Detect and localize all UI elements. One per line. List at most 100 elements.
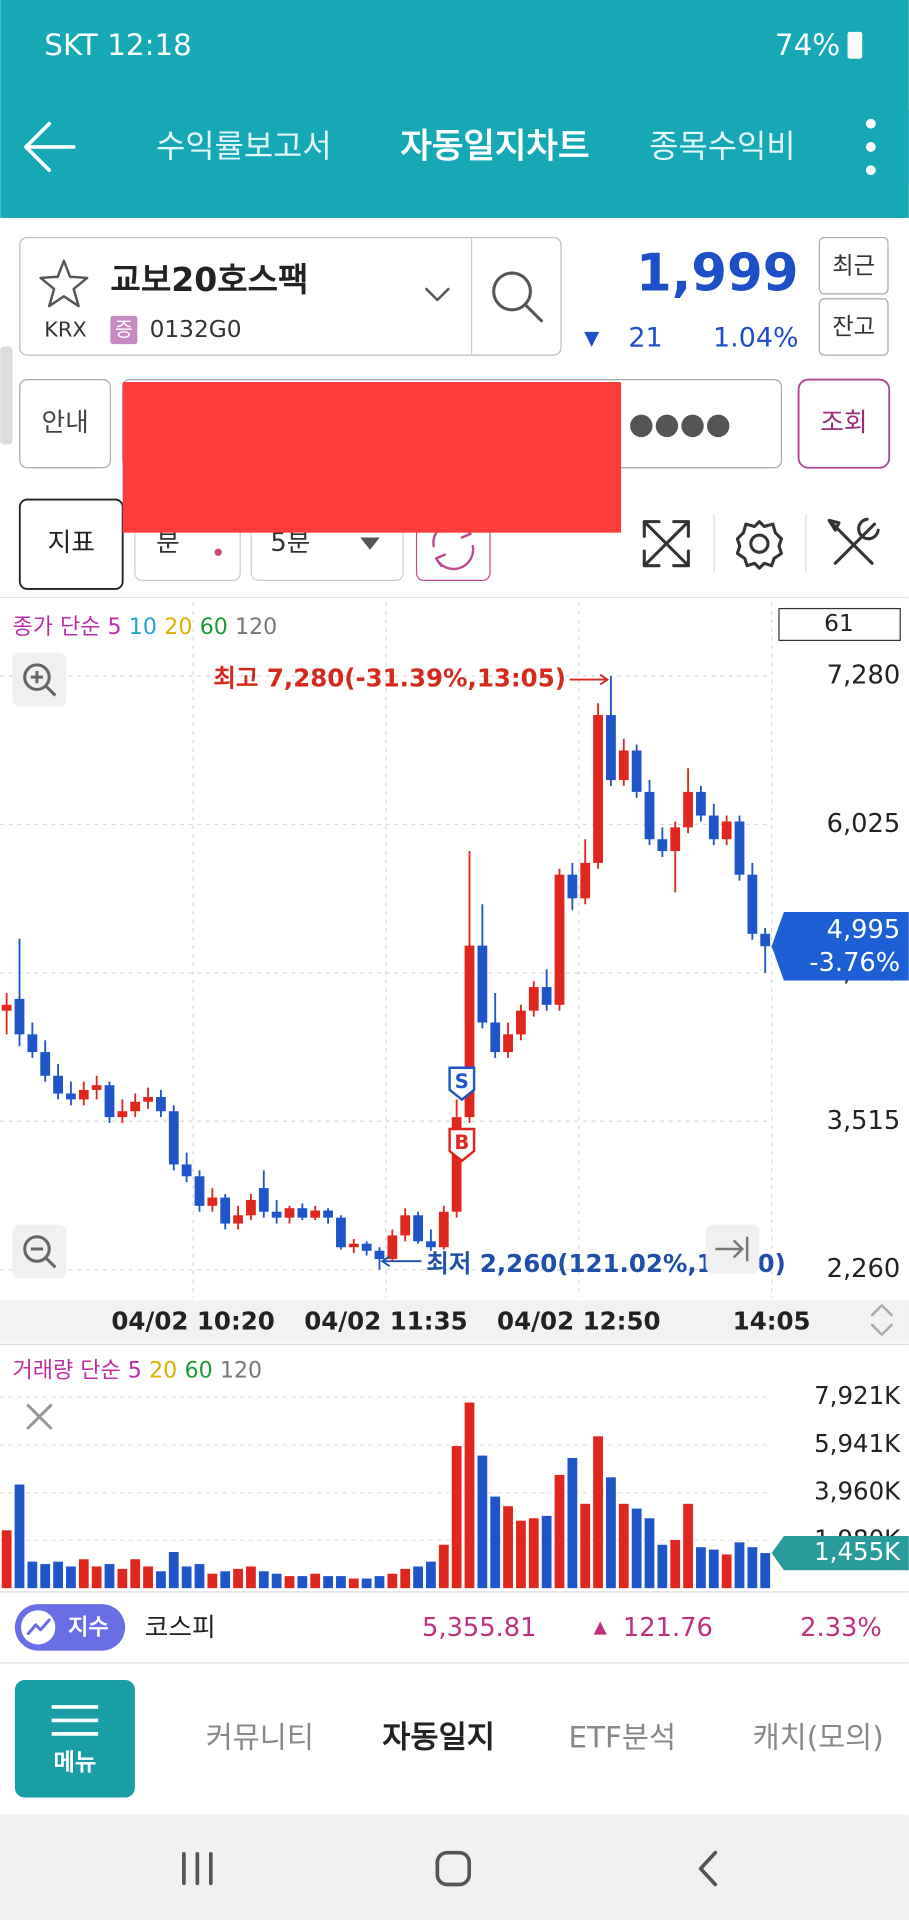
- volume-bar: [194, 1564, 205, 1589]
- candle-body: [14, 998, 25, 1035]
- x-axis-band: [0, 1300, 909, 1344]
- candle-body: [426, 1241, 436, 1248]
- volume-bar: [14, 1484, 25, 1589]
- search-button[interactable]: [797, 378, 891, 469]
- candle-body: [181, 1164, 192, 1177]
- legend-item: 거래량 단순 5: [12, 1358, 141, 1383]
- button-label: 잔고: [832, 314, 875, 341]
- annotation-arrow: [380, 1255, 422, 1267]
- candle-body: [207, 1197, 218, 1206]
- volume-bar: [1, 1530, 12, 1589]
- candle-body: [271, 1211, 282, 1218]
- nav-tab[interactable]: 커뮤니티: [206, 1720, 314, 1754]
- battery-icon: [847, 31, 863, 59]
- candle-body: [593, 715, 603, 863]
- select-label: 분: [156, 528, 180, 558]
- search-icon[interactable]: [492, 271, 543, 323]
- candle-body: [246, 1199, 256, 1216]
- volume-bar: [580, 1503, 591, 1589]
- menu-button[interactable]: [14, 1680, 135, 1798]
- signal-label: B: [454, 1131, 469, 1154]
- candle-body: [516, 1010, 526, 1035]
- volume-bar: [567, 1458, 578, 1589]
- dropdown-icon[interactable]: [425, 287, 450, 302]
- button-label: 조회: [820, 408, 867, 438]
- candle-body: [464, 945, 475, 1118]
- signal-marker: [448, 1127, 476, 1163]
- favorite-star[interactable]: [39, 259, 89, 308]
- volume-bar: [143, 1566, 153, 1589]
- volume-bar: [168, 1552, 179, 1589]
- zoom-icon: [23, 1235, 51, 1263]
- recent-button[interactable]: [818, 236, 889, 295]
- nav-tab-active[interactable]: 자동일지: [382, 1720, 495, 1755]
- balance-button[interactable]: [818, 298, 889, 356]
- settings-button[interactable]: [735, 520, 783, 570]
- volume-bar: [66, 1566, 76, 1589]
- close-icon[interactable]: [26, 1403, 53, 1431]
- legend-item: 60: [185, 1358, 213, 1383]
- candle-body: [567, 874, 578, 899]
- volume-bar: [91, 1566, 102, 1589]
- candle-body: [284, 1208, 295, 1218]
- count-box: [778, 607, 901, 642]
- expand-button[interactable]: [642, 520, 690, 568]
- y-tick-label: 3,515: [827, 1106, 901, 1136]
- volume-bar: [348, 1578, 359, 1589]
- volume-bar: [117, 1568, 128, 1589]
- guide-button[interactable]: [19, 378, 112, 469]
- volume-bar: [438, 1544, 449, 1589]
- more-button[interactable]: [865, 118, 876, 176]
- candle-body: [374, 1250, 385, 1260]
- candle-body: [503, 1034, 513, 1053]
- candle-body: [606, 715, 616, 781]
- system-buttons[interactable]: [182, 1850, 718, 1887]
- candle-body: [143, 1097, 153, 1102]
- stock-box[interactable]: [19, 236, 562, 356]
- volume-bar: [464, 1402, 475, 1589]
- candle-body: [40, 1052, 51, 1076]
- index-rate: 2.33%: [800, 1613, 882, 1643]
- candle-body: [258, 1188, 269, 1212]
- candle-body: [27, 1034, 38, 1053]
- volume-bar: [413, 1566, 423, 1589]
- volume-bar: [27, 1561, 38, 1589]
- candle-body: [657, 839, 668, 852]
- candle-body: [348, 1243, 359, 1248]
- annotation-arrow: [569, 673, 610, 686]
- volume-bar: [246, 1566, 256, 1589]
- tab-active[interactable]: 자동일지차트: [400, 127, 589, 167]
- bottom-nav: [0, 1662, 909, 1815]
- button-label: 안내: [41, 408, 88, 438]
- nav-tab[interactable]: ETF분석: [569, 1720, 676, 1754]
- candle-body: [618, 750, 629, 781]
- candle-body: [438, 1211, 449, 1248]
- tools-button[interactable]: [827, 517, 880, 565]
- candle-body: [734, 821, 745, 875]
- indicator-button[interactable]: [18, 498, 124, 590]
- price: 1,999: [636, 244, 799, 304]
- index-name: 코스피: [145, 1613, 216, 1643]
- side-handle[interactable]: [0, 346, 13, 445]
- tab[interactable]: 수익률보고서: [156, 127, 332, 165]
- candle-body: [413, 1215, 423, 1242]
- last-price-tag: [771, 911, 909, 981]
- index-value: 5,355.81: [422, 1613, 536, 1643]
- tab[interactable]: 종목수익비: [649, 127, 795, 165]
- menu-icon: [51, 1705, 99, 1736]
- zoom-button[interactable]: [12, 1224, 67, 1279]
- volume-bar: [657, 1544, 668, 1589]
- volume-bar: [528, 1518, 539, 1589]
- index-arrow: ▲: [594, 1617, 608, 1637]
- stock-code: 0132G0: [150, 316, 242, 343]
- candle-body: [387, 1235, 398, 1260]
- candle-body: [361, 1243, 372, 1251]
- back-button[interactable]: [24, 121, 76, 173]
- zoom-button[interactable]: [12, 652, 67, 707]
- nav-tab[interactable]: 캐치(모의): [753, 1720, 884, 1754]
- legend-item: 120: [220, 1358, 262, 1383]
- candle-body: [233, 1215, 243, 1224]
- masked-password: ●●●●: [629, 406, 732, 440]
- resize-handle[interactable]: [870, 1304, 893, 1336]
